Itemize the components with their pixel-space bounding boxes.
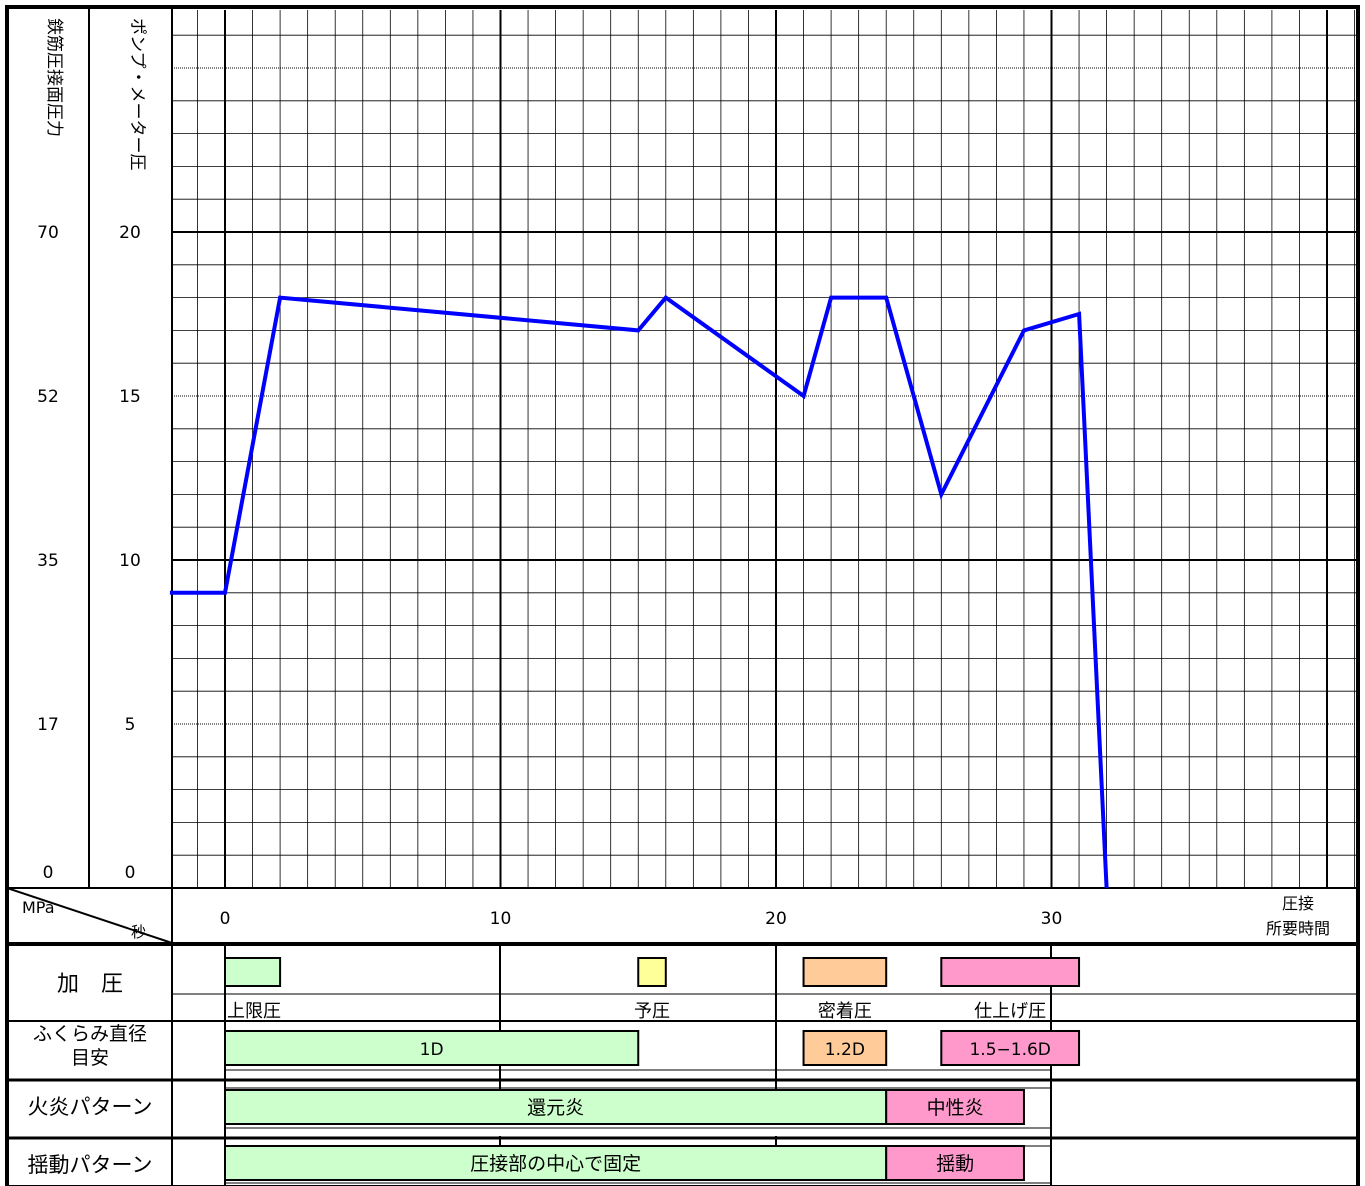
right-tick-label: 10 (119, 551, 141, 571)
right-tick-label: 5 (125, 715, 136, 735)
left-axis-ticks: 0 17 35 52 70 (37, 223, 59, 883)
flame-segment-bar (224, 1089, 888, 1125)
row-label-bulge-line2: 目安 (71, 1047, 109, 1069)
pressure-stage-label: 予圧 (634, 1001, 670, 1022)
swing-segment-label: 揺動 (936, 1153, 974, 1175)
x-axis-label-line1: 圧接 (1282, 894, 1314, 913)
x-axis-ticks: 0 10 20 30 (220, 909, 1063, 929)
left-tick-label: 0 (43, 863, 54, 883)
bulge-segment-bar (802, 1030, 888, 1066)
flame-segment-bar (885, 1089, 1025, 1125)
x-tick-label: 30 (1041, 909, 1063, 929)
swing-segment-bar (224, 1145, 888, 1181)
pressure-stage-label: 仕上げ圧 (974, 1001, 1046, 1022)
bulge-segment-bar (224, 1030, 640, 1066)
flame-segment-label: 還元炎 (527, 1097, 584, 1119)
right-axis-ticks: 0 5 10 15 20 (119, 223, 141, 883)
right-tick-label: 15 (119, 387, 141, 407)
left-tick-label: 17 (37, 715, 59, 735)
outer-border (5, 5, 1360, 1186)
x-tick-label: 20 (765, 909, 787, 929)
row-label-flame: 火炎パターン (28, 1095, 153, 1119)
left-tick-label: 52 (37, 387, 59, 407)
left-tick-label: 70 (37, 223, 59, 243)
swing-segment-bar (885, 1145, 1025, 1181)
pressure-stage-bar (224, 957, 282, 987)
right-axis-header: ポンプ・メーター圧 (127, 18, 147, 171)
row-label-pressure: 加 圧 (57, 972, 123, 997)
chart-grid (172, 10, 1357, 889)
chart-frame (5, 5, 1360, 1186)
bulge-segment-label: 1D (420, 1040, 444, 1060)
pressure-stage-label: 上限圧 (227, 1001, 281, 1022)
unit-time-label: 秒 (131, 923, 146, 941)
pressure-stage-bar (940, 957, 1081, 987)
unit-pressure-label: MPa (22, 898, 55, 917)
x-tick-label: 0 (220, 909, 231, 929)
unit-diagonal (6, 887, 173, 944)
process-table: 上限圧 予圧 密着圧 仕上げ圧 1D 1.2D 1.5−1.6D 還元炎 中性炎圧接部の中心で固… (7, 944, 1358, 1186)
bulge-segment-bar (940, 1030, 1081, 1066)
bulge-segment-label: 1.5−1.6D (969, 1040, 1050, 1060)
row-label-bulge-line1: ふくらみ直径 (33, 1023, 147, 1045)
right-tick-label: 20 (119, 223, 141, 243)
swing-segment-label: 圧接部の中心で固定 (470, 1153, 641, 1175)
pressure-stage-label: 密着圧 (818, 1001, 872, 1022)
left-tick-label: 35 (37, 551, 59, 571)
x-axis-label-line2: 所要時間 (1266, 919, 1330, 938)
right-tick-label: 0 (125, 863, 136, 883)
pressure-stage-bar (637, 957, 667, 987)
flame-segment-label: 中性炎 (927, 1097, 984, 1119)
bulge-segment-label: 1.2D (825, 1040, 865, 1060)
x-tick-label: 10 (490, 909, 512, 929)
left-axis-header: 鉄筋圧接面圧力 (44, 18, 64, 137)
pressure-stage-bar (802, 957, 888, 987)
row-label-swing: 揺動パターン (28, 1153, 153, 1177)
pressure-series-line (169, 294, 1109, 889)
